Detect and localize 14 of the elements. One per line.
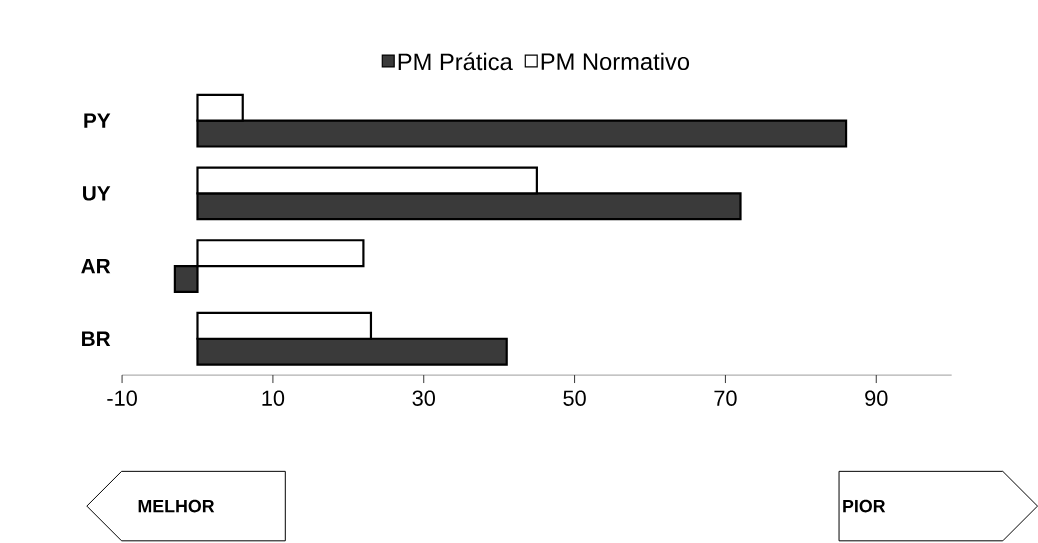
x-tick-label: 70: [714, 390, 737, 406]
x-tick-label: 50: [563, 390, 586, 406]
y-tick-label: UY: [83, 186, 111, 201]
y-tick-label: AR: [81, 259, 111, 274]
x-tick-label: 90: [865, 390, 888, 406]
x-tick-label: -10: [107, 390, 137, 406]
text: PIOR: [843, 499, 886, 513]
y-tick-label: PY: [84, 113, 111, 128]
y-tick-label: BR: [82, 331, 111, 346]
legend-label: PM Normativo: [541, 52, 690, 71]
x-tick-label: 30: [412, 390, 435, 406]
text: MELHOR: [138, 499, 215, 513]
x-tick-label: 10: [262, 390, 285, 406]
legend-label: PM Prática: [398, 52, 513, 71]
